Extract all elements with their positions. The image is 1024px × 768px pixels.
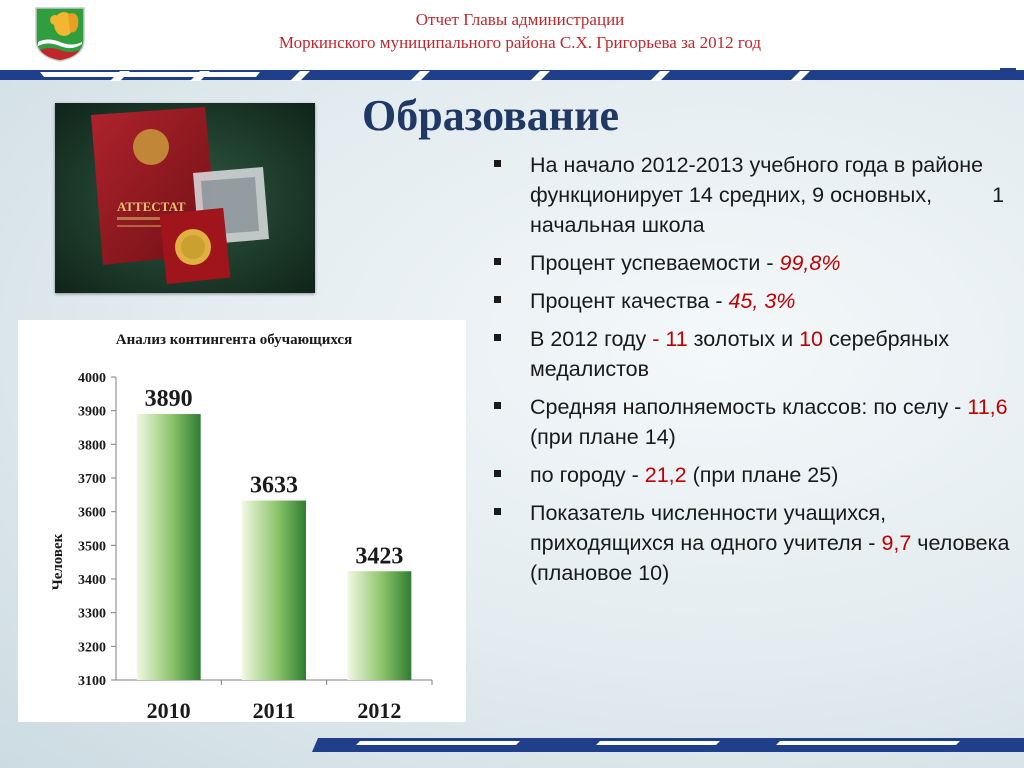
bullet-item: Средняя наполняемость классов: по селу -… <box>492 392 1022 452</box>
bullet-text: 1 начальная школа <box>530 183 1005 237</box>
chart-x-tick-label: 2012 <box>357 698 401 722</box>
bullet-highlight-value: 45, 3% <box>728 289 796 313</box>
bullet-text: В 2012 году <box>530 327 653 351</box>
chart-data-label: 3633 <box>250 473 298 499</box>
header-line-2: Моркинского муниципального района С.Х. Г… <box>278 33 762 52</box>
attestat-label: АТТЕСТАТ <box>117 199 186 214</box>
bullet-highlight-value: 10 <box>799 327 823 351</box>
bullet-text: Процент качества - <box>530 289 729 313</box>
bullet-highlight-value: 21,2 <box>644 463 687 487</box>
bullet-list: На начало 2012-2013 учебного года в райо… <box>492 150 1022 596</box>
bullet-text: золотых и <box>687 327 800 351</box>
chart-data-label: 3890 <box>145 386 193 412</box>
chart-y-tick-label: 4000 <box>78 371 106 386</box>
chart-data-label: 3423 <box>355 543 403 569</box>
attestat-photo: АТТЕСТАТ <box>55 103 315 293</box>
chart-bar <box>347 571 412 680</box>
enrollment-bar-chart: Анализ контингента обучающихся Человек 3… <box>18 320 466 722</box>
footer-decorative-bars <box>312 738 1024 752</box>
bullet-square-icon <box>494 258 501 265</box>
bullet-item: В 2012 году - 11 золотых и 10 серебряных… <box>492 324 1022 384</box>
chart-bars: 3890 2010 3633 2011 3423 2012 <box>136 386 412 722</box>
page-title: Образование <box>362 91 620 140</box>
bullet-text: Средняя наполняемость классов: по селу - <box>530 395 968 419</box>
bullet-item: Процент качества - 45, 3% <box>492 286 1022 316</box>
chart-y-tick-label: 3600 <box>78 506 106 521</box>
bullet-item: по городу - 21,2 (при плане 25) <box>492 460 1022 490</box>
bullet-text: На начало 2012-2013 учебного года в райо… <box>530 153 984 207</box>
bullet-item: Процент успеваемости - 99,8% <box>492 248 1022 278</box>
chart-y-tick-label: 3300 <box>78 607 106 622</box>
bullet-square-icon <box>494 334 501 341</box>
chart-y-tick-label: 3100 <box>78 674 106 689</box>
bullet-text: (при плане 14) <box>530 425 676 449</box>
chart-bar <box>136 414 201 680</box>
report-header-title: Отчет Главы администрации Моркинского му… <box>150 8 890 54</box>
header-decorative-bars <box>0 68 1024 81</box>
bullet-text: человека (плановое 10) <box>530 531 1010 585</box>
header: Отчет Главы администрации Моркинского му… <box>0 0 1024 70</box>
chart-svg: Анализ контингента обучающихся Человек 3… <box>50 332 433 722</box>
bullet-item: Показатель численности учащихся, приходя… <box>492 498 1022 588</box>
chart-y-axis-label: Человек <box>50 533 66 590</box>
chart-y-tick-label: 3400 <box>78 573 106 588</box>
bullet-text: Процент успеваемости - <box>530 251 780 275</box>
bullet-text: серебряных медалистов <box>530 327 950 381</box>
bullet-square-icon <box>494 296 501 303</box>
bullet-text: по городу - <box>530 463 645 487</box>
chart-bar <box>242 500 306 680</box>
chart-y-tick-label: 3500 <box>78 539 106 554</box>
chart-y-tick-label: 3900 <box>78 405 106 420</box>
bullet-square-icon <box>494 402 501 409</box>
bullet-highlight-value: 11,6 <box>967 395 1008 419</box>
chart-x-tick-label: 2010 <box>147 698 191 722</box>
chart-y-tick-label: 3700 <box>78 472 106 487</box>
bullet-highlight-value: 99,8% <box>779 251 841 275</box>
bullet-item: На начало 2012-2013 учебного года в райо… <box>492 150 1022 240</box>
header-line-1: Отчет Главы администрации <box>415 10 625 29</box>
bullet-square-icon <box>494 508 501 515</box>
bullet-highlight-value: 9,7 <box>881 531 912 555</box>
bullet-text: (при плане 25) <box>686 463 839 487</box>
coat-of-arms-logo <box>35 7 85 62</box>
bullet-highlight-value: - 11 <box>652 327 688 351</box>
bullet-square-icon <box>494 470 501 477</box>
chart-y-tick-label: 3800 <box>78 438 106 453</box>
bullet-text: Показатель численности учащихся, приходя… <box>530 501 887 555</box>
chart-title: Анализ контингента обучающихся <box>116 332 352 348</box>
chart-y-tick-label: 3200 <box>78 640 106 655</box>
bullet-square-icon <box>494 160 501 167</box>
chart-x-tick-label: 2011 <box>253 698 296 722</box>
